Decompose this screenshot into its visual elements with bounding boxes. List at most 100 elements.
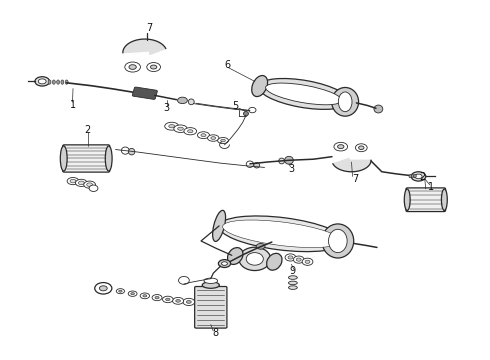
Ellipse shape — [258, 78, 349, 109]
Text: 1: 1 — [70, 100, 75, 110]
Text: 1: 1 — [428, 182, 434, 192]
Ellipse shape — [122, 147, 129, 154]
Ellipse shape — [178, 127, 183, 130]
Ellipse shape — [61, 80, 64, 84]
Ellipse shape — [183, 298, 195, 306]
Ellipse shape — [178, 276, 189, 284]
Ellipse shape — [329, 229, 347, 253]
Ellipse shape — [177, 97, 187, 104]
Text: 9: 9 — [290, 266, 296, 276]
Text: 3: 3 — [288, 164, 294, 174]
Ellipse shape — [52, 80, 55, 84]
Ellipse shape — [322, 224, 354, 258]
Ellipse shape — [285, 156, 294, 164]
Ellipse shape — [404, 189, 410, 211]
Ellipse shape — [289, 286, 297, 289]
Ellipse shape — [186, 301, 191, 303]
Ellipse shape — [60, 146, 67, 171]
Ellipse shape — [279, 158, 285, 164]
Ellipse shape — [208, 135, 219, 141]
Ellipse shape — [48, 80, 51, 84]
Ellipse shape — [248, 107, 256, 113]
Ellipse shape — [266, 83, 342, 105]
Ellipse shape — [147, 63, 160, 72]
FancyBboxPatch shape — [132, 87, 157, 99]
Ellipse shape — [188, 99, 194, 105]
Ellipse shape — [184, 128, 196, 135]
Ellipse shape — [119, 290, 122, 292]
Ellipse shape — [267, 253, 282, 270]
Ellipse shape — [166, 298, 170, 301]
Ellipse shape — [305, 260, 310, 264]
Ellipse shape — [218, 138, 228, 144]
Ellipse shape — [150, 65, 157, 69]
Ellipse shape — [169, 125, 174, 128]
FancyBboxPatch shape — [63, 145, 110, 172]
Text: 5: 5 — [232, 102, 238, 112]
Ellipse shape — [338, 145, 344, 149]
Ellipse shape — [254, 163, 260, 168]
Ellipse shape — [38, 79, 46, 84]
Text: 7: 7 — [147, 23, 153, 33]
Ellipse shape — [128, 148, 135, 155]
Text: 6: 6 — [225, 60, 231, 70]
Text: 3: 3 — [164, 103, 170, 113]
Ellipse shape — [441, 189, 447, 211]
Ellipse shape — [409, 174, 412, 178]
Ellipse shape — [270, 238, 278, 244]
Text: 2: 2 — [85, 125, 91, 135]
Text: 2: 2 — [419, 172, 425, 183]
Polygon shape — [333, 158, 371, 172]
Ellipse shape — [155, 296, 159, 299]
Text: 8: 8 — [213, 328, 219, 338]
Ellipse shape — [70, 179, 76, 183]
Ellipse shape — [332, 87, 359, 116]
Ellipse shape — [246, 253, 263, 265]
Ellipse shape — [246, 161, 253, 167]
Ellipse shape — [202, 282, 220, 288]
Ellipse shape — [67, 177, 79, 185]
FancyBboxPatch shape — [195, 287, 227, 328]
Ellipse shape — [140, 293, 149, 299]
Ellipse shape — [302, 258, 313, 265]
Ellipse shape — [143, 295, 147, 297]
Ellipse shape — [165, 122, 179, 130]
Ellipse shape — [374, 105, 383, 113]
Ellipse shape — [222, 220, 341, 248]
Ellipse shape — [256, 243, 265, 249]
Ellipse shape — [116, 289, 124, 294]
Polygon shape — [123, 39, 166, 54]
Ellipse shape — [201, 134, 206, 136]
Ellipse shape — [131, 293, 134, 295]
Ellipse shape — [75, 179, 87, 186]
Ellipse shape — [252, 76, 268, 96]
Ellipse shape — [163, 296, 173, 303]
Ellipse shape — [359, 146, 364, 149]
Ellipse shape — [78, 181, 84, 185]
Ellipse shape — [355, 144, 367, 152]
Ellipse shape — [414, 174, 416, 178]
Ellipse shape — [211, 137, 216, 139]
Ellipse shape — [95, 283, 112, 294]
Ellipse shape — [411, 172, 426, 181]
Ellipse shape — [87, 183, 93, 186]
Ellipse shape — [334, 142, 347, 151]
Ellipse shape — [219, 216, 344, 252]
Ellipse shape — [57, 80, 60, 84]
FancyBboxPatch shape — [406, 188, 445, 212]
Ellipse shape — [338, 92, 352, 112]
Ellipse shape — [213, 210, 225, 242]
Ellipse shape — [239, 247, 270, 271]
Ellipse shape — [125, 62, 141, 72]
Ellipse shape — [244, 112, 248, 116]
Text: 7: 7 — [352, 174, 359, 184]
Ellipse shape — [188, 130, 193, 133]
Ellipse shape — [89, 185, 98, 192]
Ellipse shape — [65, 80, 68, 84]
Ellipse shape — [221, 262, 227, 265]
Ellipse shape — [99, 286, 107, 291]
Ellipse shape — [296, 258, 301, 261]
Ellipse shape — [294, 256, 304, 263]
Ellipse shape — [220, 139, 225, 142]
Ellipse shape — [204, 278, 218, 283]
